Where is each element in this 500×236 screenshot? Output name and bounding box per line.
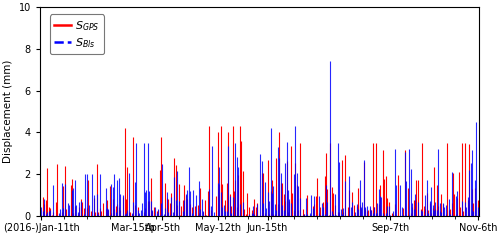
Legend: $\mathit{S}_{GPS}$, $\mathit{S}_{Bls}$: $\mathit{S}_{GPS}$, $\mathit{S}_{Bls}$ — [50, 14, 104, 54]
Y-axis label: Displacement (mm): Displacement (mm) — [3, 60, 13, 163]
